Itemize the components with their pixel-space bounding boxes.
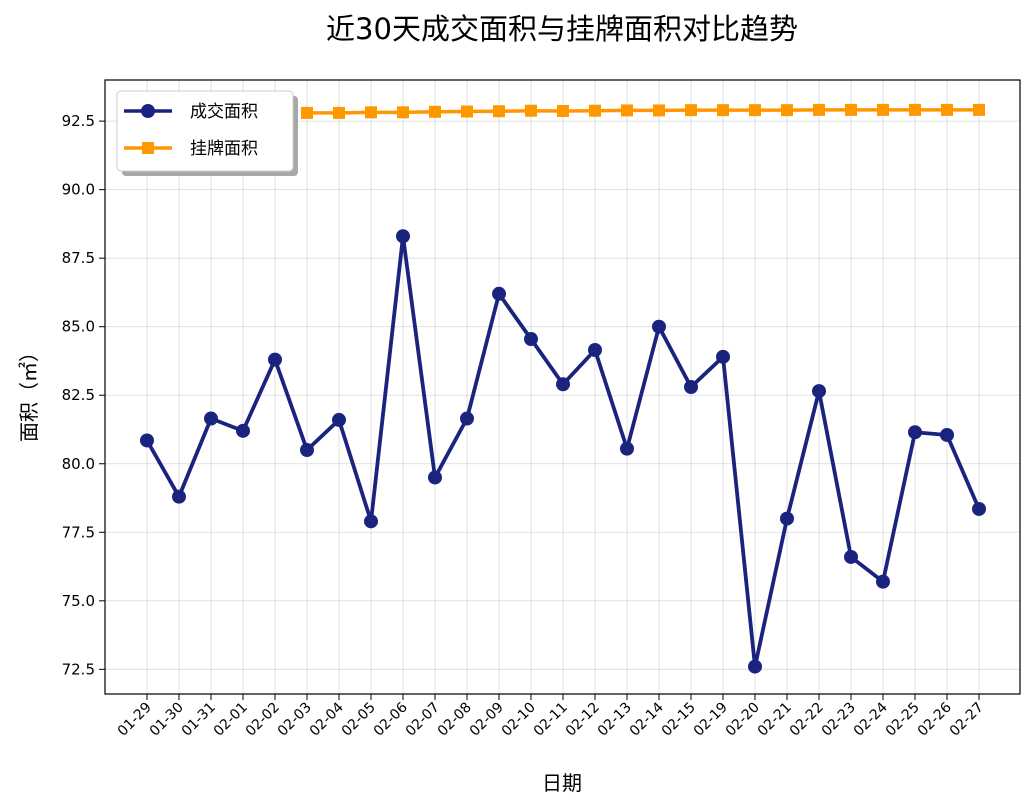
x-tick-label: 01-31: [179, 700, 219, 740]
data-point-deal-area: [780, 511, 794, 526]
x-tick-label: 02-22: [787, 700, 827, 740]
data-point-listing-area: [749, 104, 761, 117]
x-tick-label: 02-09: [467, 700, 507, 740]
data-point-listing-area: [397, 106, 409, 119]
x-tick-label: 02-04: [307, 699, 347, 739]
data-point-deal-area: [428, 470, 442, 485]
x-axis-label: 日期: [542, 771, 582, 795]
data-point-listing-area: [365, 106, 377, 119]
legend-marker-listing-area: [142, 142, 154, 154]
data-point-listing-area: [909, 103, 921, 116]
data-point-deal-area: [844, 549, 858, 564]
x-tick-label: 02-10: [499, 700, 539, 740]
legend-label-deal-area: 成交面积: [190, 102, 258, 122]
legend-label-listing-area: 挂牌面积: [190, 139, 258, 159]
x-tick-label: 02-26: [915, 699, 955, 739]
x-tick-label: 02-01: [211, 700, 251, 740]
data-point-deal-area: [172, 489, 186, 504]
data-point-deal-area: [684, 380, 698, 394]
data-point-listing-area: [941, 103, 953, 116]
x-tick-label: 02-21: [755, 700, 795, 740]
y-tick-label: 72.5: [62, 660, 95, 678]
data-point-listing-area: [813, 103, 825, 116]
data-point-deal-area: [748, 659, 762, 674]
y-tick-label: 75.0: [62, 592, 95, 610]
y-axis-ticks: 72.5 75.0 77.5 80.0 82.5 85.0 87.5 90.0 92.5: [62, 112, 105, 678]
data-point-deal-area: [460, 411, 474, 426]
x-tick-label: 02-08: [435, 700, 475, 740]
x-tick-label: 02-07: [403, 700, 443, 740]
data-point-deal-area: [524, 332, 538, 347]
data-point-deal-area: [268, 352, 282, 367]
x-tick-label: 02-11: [531, 700, 571, 740]
x-tick-label: 01-30: [147, 700, 187, 740]
series-line-listing-area: [307, 108, 979, 115]
x-tick-label: 02-13: [595, 700, 635, 740]
x-tick-label: 02-24: [851, 699, 891, 739]
data-point-listing-area: [429, 105, 441, 118]
data-point-listing-area: [301, 106, 313, 119]
data-point-listing-area: [653, 104, 665, 117]
x-tick-label: 02-05: [339, 700, 379, 740]
data-point-listing-area: [781, 104, 793, 117]
data-point-deal-area: [492, 286, 506, 301]
data-point-listing-area: [461, 105, 473, 118]
data-point-deal-area: [716, 349, 730, 364]
x-tick-label: 01-29: [115, 700, 155, 740]
data-point-deal-area: [364, 514, 378, 529]
series-layer: [140, 103, 986, 674]
data-point-deal-area: [396, 229, 410, 244]
data-point-deal-area: [140, 433, 154, 448]
y-tick-label: 80.0: [62, 455, 95, 473]
data-point-deal-area: [236, 423, 250, 438]
data-point-deal-area: [876, 574, 890, 589]
y-tick-label: 92.5: [62, 112, 95, 130]
data-point-deal-area: [588, 342, 602, 357]
grid: [105, 80, 1020, 694]
legend: 成交面积 挂牌面积: [116, 90, 298, 176]
data-point-listing-area: [973, 103, 985, 116]
data-point-deal-area: [204, 411, 218, 426]
y-tick-label: 90.0: [62, 181, 95, 199]
data-point-listing-area: [333, 106, 345, 119]
chart-title: 近30天成交面积与挂牌面积对比趋势: [326, 12, 798, 46]
data-point-deal-area: [812, 384, 826, 399]
x-tick-label: 02-15: [659, 700, 699, 740]
data-point-deal-area: [908, 425, 922, 440]
x-tick-label: 02-27: [947, 700, 987, 740]
data-point-listing-area: [845, 103, 857, 116]
data-point-deal-area: [556, 377, 570, 392]
x-tick-label: 02-20: [723, 700, 763, 740]
data-point-deal-area: [652, 319, 666, 334]
y-tick-label: 82.5: [62, 386, 95, 404]
data-point-listing-area: [525, 104, 537, 117]
data-point-deal-area: [332, 412, 346, 427]
data-point-listing-area: [493, 105, 505, 118]
data-point-deal-area: [300, 443, 314, 458]
x-tick-label: 02-23: [819, 700, 859, 740]
data-point-listing-area: [685, 104, 697, 117]
x-tick-label: 02-03: [275, 700, 315, 740]
data-point-listing-area: [557, 104, 569, 117]
data-point-listing-area: [877, 103, 889, 116]
x-tick-label: 02-02: [243, 700, 283, 740]
y-tick-label: 77.5: [62, 523, 95, 541]
data-point-deal-area: [620, 441, 634, 456]
x-tick-label: 02-25: [883, 700, 923, 740]
y-axis-label: 面积（㎡）: [17, 342, 41, 442]
x-tick-label: 02-14: [627, 699, 667, 739]
data-point-listing-area: [717, 104, 729, 117]
data-point-listing-area: [621, 104, 633, 117]
x-tick-label: 02-19: [691, 700, 731, 740]
legend-marker-deal-area: [141, 104, 155, 118]
x-tick-label: 02-12: [563, 700, 603, 740]
y-tick-label: 85.0: [62, 318, 95, 336]
x-axis-ticks: 01-2901-3001-3102-0102-0202-0302-0402-05…: [115, 694, 987, 740]
x-tick-label: 02-06: [371, 699, 411, 739]
data-point-deal-area: [972, 501, 986, 516]
data-point-listing-area: [589, 104, 601, 117]
y-tick-label: 87.5: [62, 249, 95, 267]
data-point-deal-area: [940, 427, 954, 442]
